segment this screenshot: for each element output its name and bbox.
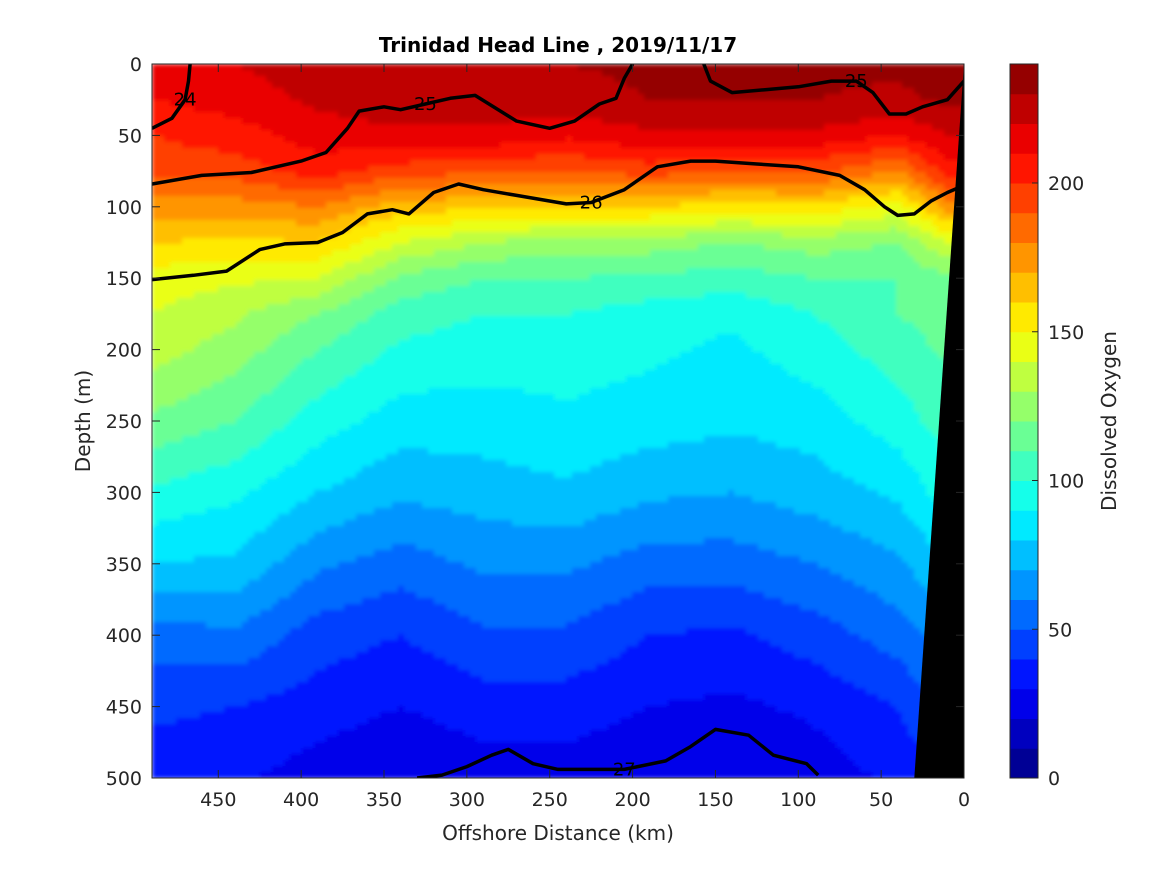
colorbar-segment	[1010, 361, 1038, 392]
colorbar-segment	[1010, 510, 1038, 541]
seafloor-mask	[914, 64, 964, 778]
colorbar	[1009, 63, 1039, 779]
x-tick-label: 250	[532, 789, 568, 811]
density-contour-27	[416, 727, 820, 778]
y-tick-label: 0	[130, 54, 142, 76]
y-tick-label: 50	[118, 125, 142, 147]
density-contours	[152, 64, 964, 778]
density-contour-24	[152, 64, 192, 130]
contour-label: 25	[414, 94, 437, 115]
colorbar-segment	[1010, 93, 1038, 124]
y-tick-label: 150	[106, 268, 142, 290]
y-tick-label: 350	[106, 554, 142, 576]
oxygen-field	[152, 64, 964, 778]
x-tick-label: 350	[366, 789, 402, 811]
colorbar-segment	[1010, 659, 1038, 690]
contour-labels: 24 25 25 26 27	[174, 71, 868, 780]
colorbar-segment	[1010, 302, 1038, 333]
contour-label: 24	[174, 90, 197, 111]
density-contour-25	[152, 64, 635, 186]
colorbar-segment	[1010, 391, 1038, 422]
y-tick-label: 200	[106, 340, 142, 362]
x-tick-label: 0	[958, 789, 970, 811]
colorbar-segment	[1010, 123, 1038, 154]
colorbar-tick-label: 200	[1048, 173, 1084, 195]
colorbar-segment	[1010, 153, 1038, 184]
colorbar-segment	[1010, 421, 1038, 452]
y-axis-label: Depth (m)	[71, 370, 95, 472]
colorbar-frame	[1009, 63, 1039, 779]
colorbar-segment	[1010, 599, 1038, 630]
y-tick-label: 500	[106, 768, 142, 790]
y-axis: 0 50 100 150 200 250 300 350 400 450 500	[106, 54, 964, 790]
colorbar-segment	[1010, 331, 1038, 362]
colorbar-tick-label: 150	[1048, 322, 1084, 344]
colorbar-segment	[1010, 242, 1038, 273]
colorbar-segment	[1010, 212, 1038, 243]
colorbar-segment	[1010, 748, 1038, 779]
density-contour-25	[702, 64, 964, 116]
y-tick-label: 100	[106, 197, 142, 219]
colorbar-tick-label: 0	[1048, 768, 1060, 790]
colorbar-segment	[1010, 718, 1038, 749]
colorbar-ticks: 0 50 100 150 200	[1032, 173, 1084, 790]
colorbar-segment	[1010, 629, 1038, 660]
density-contour-26	[152, 159, 964, 282]
y-tick-label: 450	[106, 697, 142, 719]
x-tick-label: 450	[200, 789, 236, 811]
contour-label: 25	[845, 71, 868, 92]
colorbar-segment	[1010, 450, 1038, 481]
x-axis-label: Offshore Distance (km)	[442, 821, 674, 845]
plot-area	[152, 64, 964, 778]
y-tick-label: 250	[106, 411, 142, 433]
x-axis: 450 400 350 300 250 200 150 100 50 0	[200, 64, 970, 811]
colorbar-tick-label: 100	[1048, 471, 1084, 493]
chart-title: Trinidad Head Line , 2019/11/17	[379, 33, 737, 57]
colorbar-segment	[1010, 183, 1038, 214]
contour-label: 27	[613, 759, 636, 780]
colorbar-segment	[1010, 272, 1038, 303]
x-tick-label: 100	[780, 789, 816, 811]
y-tick-label: 400	[106, 625, 142, 647]
colorbar-tick-label: 50	[1048, 619, 1072, 641]
colorbar-label: Dissolved Oxygen	[1097, 331, 1121, 511]
contour-label: 26	[580, 193, 603, 214]
x-tick-label: 400	[283, 789, 319, 811]
colorbar-segment	[1010, 688, 1038, 719]
x-tick-label: 200	[614, 789, 650, 811]
colorbar-segment	[1010, 64, 1038, 95]
colorbar-segment	[1010, 480, 1038, 511]
colorbar-segment	[1010, 569, 1038, 600]
colorbar-segment	[1010, 540, 1038, 571]
x-tick-label: 300	[449, 789, 485, 811]
x-tick-label: 50	[869, 789, 893, 811]
y-tick-label: 300	[106, 482, 142, 504]
x-tick-label: 150	[697, 789, 733, 811]
